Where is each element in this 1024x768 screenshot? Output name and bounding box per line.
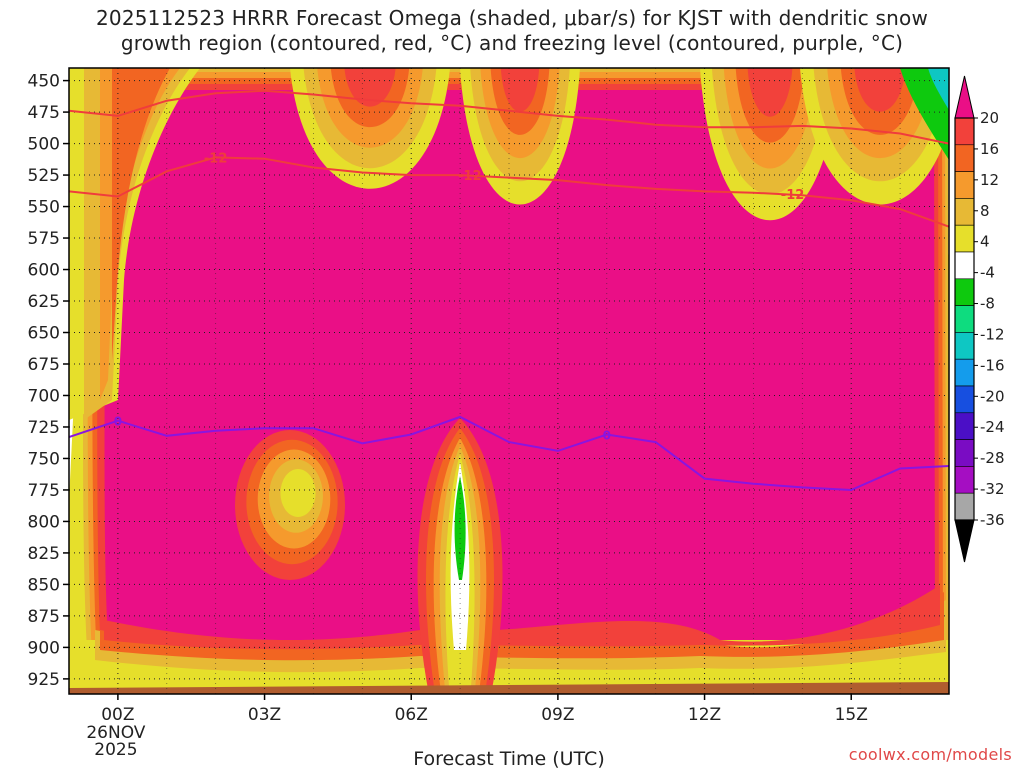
freezing-level-label: 0 bbox=[603, 429, 611, 443]
colorbar-label: 16 bbox=[980, 140, 999, 158]
upper-lobe-0330z bbox=[344, 68, 396, 107]
low-omega-blob-0330z bbox=[280, 469, 316, 517]
y-tick-label: 550 bbox=[28, 198, 60, 218]
plot-frame bbox=[68, 67, 950, 695]
colorbar-bin bbox=[954, 332, 975, 360]
y-tick-label: 750 bbox=[28, 449, 60, 469]
colorbar-label: 12 bbox=[980, 171, 999, 189]
y-tick-label: 450 bbox=[28, 72, 60, 92]
dgz-contour-label: -12 bbox=[781, 188, 805, 203]
title-line-1: 2025112523 HRRR Forecast Omega (shaded, … bbox=[95, 6, 929, 30]
y-tick-label: 600 bbox=[28, 261, 60, 281]
colorbar-label: -8 bbox=[980, 295, 995, 313]
y-tick-label: 900 bbox=[28, 638, 60, 658]
colorbar-bin bbox=[954, 358, 975, 387]
y-tick-label: 775 bbox=[28, 481, 60, 501]
x-tick-sublabel: 26NOV bbox=[86, 723, 145, 743]
x-tick-label: 12Z bbox=[688, 705, 721, 725]
colorbar-label: 8 bbox=[980, 202, 990, 220]
colorbar-label: 20 bbox=[980, 109, 999, 127]
contours: -12 -12 -12 0 0 bbox=[69, 89, 949, 492]
colorbar-label: -24 bbox=[980, 418, 1005, 436]
y-tick-label: 825 bbox=[28, 544, 60, 564]
dgz-contour-line bbox=[69, 156, 949, 228]
colorbar-bin bbox=[954, 278, 975, 306]
x-tick-label: 09Z bbox=[541, 705, 574, 725]
y-tick-label: 700 bbox=[28, 386, 60, 406]
x-tick-sublabel: 2025 bbox=[94, 740, 137, 760]
grid bbox=[69, 68, 949, 694]
colorbar-label: -12 bbox=[980, 325, 1005, 343]
colorbar-bin bbox=[954, 466, 975, 494]
y-tick-label: 475 bbox=[28, 103, 60, 123]
y-tick-label: 725 bbox=[28, 418, 60, 438]
x-tick-label: 00Z bbox=[101, 705, 134, 725]
freezing-level-label: 0 bbox=[114, 415, 122, 429]
band-20-plus-edge bbox=[104, 585, 940, 650]
colorbar-bin bbox=[954, 251, 975, 280]
colorbar-bin bbox=[954, 117, 975, 146]
x-tick-label: 03Z bbox=[248, 705, 281, 725]
colorbar: 20 16 12 8 4 -4 -8 -12 -16 -20 -24 -28 -32 -36 bbox=[954, 75, 1005, 563]
colorbar-label: -16 bbox=[980, 356, 1005, 374]
y-tick-label: 800 bbox=[28, 512, 60, 532]
y-tick-label: 850 bbox=[28, 575, 60, 595]
site-credit: coolwx.com/models bbox=[848, 745, 1012, 764]
title-line-2: growth region (contoured, red, °C) and f… bbox=[120, 31, 904, 55]
y-tick-label: 575 bbox=[28, 229, 60, 249]
y-tick-label: 875 bbox=[28, 607, 60, 627]
y-tick-label: 925 bbox=[28, 670, 60, 690]
colorbar-label: -4 bbox=[980, 264, 995, 282]
x-axis-label: Forecast Time (UTC) bbox=[413, 748, 604, 768]
colorbar-bin bbox=[954, 171, 975, 199]
y-tick-label: 500 bbox=[28, 135, 60, 155]
x-tick-label: 06Z bbox=[395, 705, 428, 725]
colorbar-bin bbox=[954, 412, 975, 440]
y-tick-label: 525 bbox=[28, 166, 60, 186]
dgz-contour-label: -12 bbox=[458, 169, 482, 184]
colorbar-frame bbox=[954, 117, 975, 521]
y-axis: 450 475 500 525 550 575 600 625 650 675 700 725 750 7… bbox=[28, 72, 69, 690]
band-16-to-20 bbox=[112, 68, 170, 360]
y-tick-label: 650 bbox=[28, 324, 60, 344]
dgz-contour-label: -12 bbox=[204, 151, 228, 166]
freezing-level-line bbox=[69, 415, 949, 492]
colorbar-bin bbox=[954, 385, 975, 414]
colorbar-bin bbox=[954, 305, 975, 333]
upper-lobe-1300z bbox=[747, 68, 793, 117]
chart-title: 2025112523 HRRR Forecast Omega (shaded, … bbox=[0, 6, 1024, 56]
colorbar-bin bbox=[954, 144, 975, 172]
colorbar-label: -20 bbox=[980, 387, 1005, 405]
colorbar-bin bbox=[954, 198, 975, 226]
colorbar-bin bbox=[954, 492, 975, 521]
x-tick-label: 15Z bbox=[835, 705, 868, 725]
omega-shading bbox=[69, 68, 949, 694]
colorbar-arrow-top bbox=[954, 75, 975, 119]
y-tick-label: 625 bbox=[28, 292, 60, 312]
band-minus-12-to-minus-16 bbox=[928, 68, 949, 110]
colorbar-label: -32 bbox=[980, 480, 1005, 498]
upper-lobe-1600z bbox=[854, 68, 906, 112]
colorbar-bin bbox=[954, 224, 975, 253]
colorbar-label: -28 bbox=[980, 449, 1005, 467]
dgz-contour-line bbox=[69, 89, 949, 145]
colorbar-arrow-bottom bbox=[954, 519, 975, 563]
upper-lobe-0730z bbox=[500, 68, 540, 112]
colorbar-bin bbox=[954, 439, 975, 467]
colorbar-label: 4 bbox=[980, 233, 990, 251]
colorbar-label: -36 bbox=[980, 511, 1005, 529]
band-minus-4-to-minus-8 bbox=[900, 68, 949, 160]
band-16-to-20 bbox=[100, 592, 944, 661]
y-tick-label: 675 bbox=[28, 355, 60, 375]
